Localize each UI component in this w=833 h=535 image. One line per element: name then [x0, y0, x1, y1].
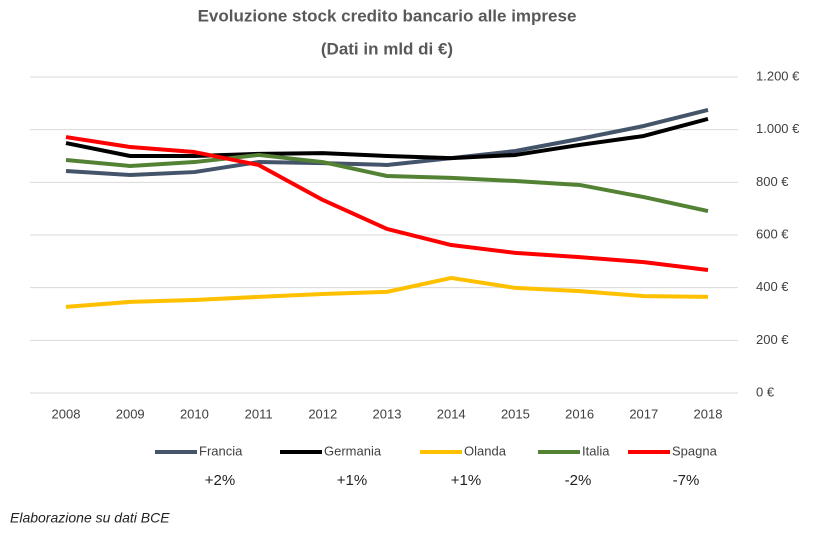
y-tick-label: 1.000 €: [756, 121, 800, 136]
chart-subtitle: (Dati in mld di €): [321, 39, 453, 58]
x-tick-label: 2013: [373, 406, 402, 421]
series-line: [65, 152, 709, 213]
chart-title: Evoluzione stock credito bancario alle i…: [198, 6, 577, 25]
annotation: -7%: [673, 472, 700, 489]
x-tick-label: 2017: [629, 406, 658, 421]
y-tick-label: 800 €: [756, 174, 789, 189]
annotation: +2%: [205, 472, 235, 489]
legend-label: Spagna: [672, 443, 718, 458]
y-tick-label: 600 €: [756, 226, 789, 241]
legend-label: Francia: [199, 443, 243, 458]
series-line: [65, 116, 709, 161]
x-tick-label: 2011: [245, 406, 273, 421]
footnote: Elaborazione su dati BCE: [10, 510, 170, 526]
y-tick-label: 400 €: [756, 279, 789, 294]
legend-label: Italia: [582, 443, 610, 458]
series-line: [65, 107, 709, 177]
y-tick-label: 200 €: [756, 332, 789, 347]
annotation: +1%: [337, 472, 367, 489]
y-tick-label: 1.200 €: [756, 68, 800, 83]
series-line: [65, 275, 709, 309]
legend-label: Olanda: [464, 443, 507, 458]
legend-label: Germania: [324, 443, 382, 458]
series-line: [65, 135, 709, 273]
x-tick-label: 2018: [694, 406, 723, 421]
annotation: +1%: [451, 472, 481, 489]
y-tick-label: 0 €: [756, 384, 775, 399]
x-tick-label: 2009: [116, 406, 145, 421]
annotation: -2%: [565, 472, 592, 489]
x-tick-label: 2012: [308, 406, 337, 421]
x-tick-label: 2016: [565, 406, 594, 421]
x-tick-label: 2015: [501, 406, 530, 421]
x-tick-label: 2014: [437, 406, 466, 421]
x-tick-label: 2010: [180, 406, 209, 421]
x-tick-label: 2008: [52, 406, 81, 421]
